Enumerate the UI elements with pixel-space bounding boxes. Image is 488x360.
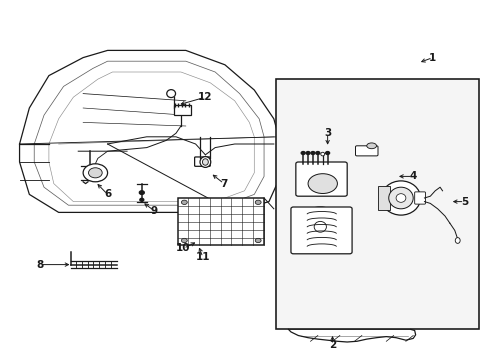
Ellipse shape — [388, 187, 412, 209]
FancyBboxPatch shape — [178, 198, 264, 245]
Ellipse shape — [313, 221, 326, 232]
Text: 5: 5 — [460, 197, 467, 207]
Text: 12: 12 — [198, 92, 212, 102]
FancyBboxPatch shape — [276, 79, 478, 329]
Circle shape — [310, 152, 314, 154]
FancyBboxPatch shape — [414, 192, 425, 204]
Text: 10: 10 — [176, 243, 190, 253]
Text: 11: 11 — [195, 252, 210, 262]
Circle shape — [181, 200, 187, 204]
Ellipse shape — [307, 174, 337, 194]
Circle shape — [305, 152, 309, 154]
Text: 9: 9 — [150, 206, 157, 216]
Ellipse shape — [395, 194, 405, 202]
Ellipse shape — [381, 181, 420, 215]
Circle shape — [140, 198, 143, 201]
Circle shape — [255, 238, 261, 243]
Circle shape — [325, 152, 329, 154]
FancyBboxPatch shape — [355, 146, 377, 156]
FancyBboxPatch shape — [377, 186, 389, 210]
Circle shape — [315, 152, 319, 154]
FancyBboxPatch shape — [295, 162, 346, 196]
Circle shape — [301, 152, 305, 154]
Text: 1: 1 — [428, 53, 435, 63]
Text: 8: 8 — [37, 260, 43, 270]
Ellipse shape — [454, 238, 459, 243]
Circle shape — [255, 200, 261, 204]
FancyBboxPatch shape — [194, 157, 210, 166]
FancyBboxPatch shape — [290, 207, 351, 254]
Ellipse shape — [320, 152, 324, 156]
Circle shape — [139, 191, 144, 194]
Text: 7: 7 — [220, 179, 227, 189]
Polygon shape — [20, 50, 278, 212]
Circle shape — [181, 238, 187, 243]
Circle shape — [83, 164, 107, 182]
Ellipse shape — [200, 157, 210, 167]
Ellipse shape — [202, 159, 208, 165]
Text: 4: 4 — [408, 171, 416, 181]
FancyBboxPatch shape — [173, 105, 190, 115]
Ellipse shape — [296, 207, 343, 247]
Text: 6: 6 — [104, 189, 111, 199]
Circle shape — [88, 168, 102, 178]
Text: 3: 3 — [324, 128, 330, 138]
Ellipse shape — [166, 90, 175, 98]
Text: 2: 2 — [328, 340, 335, 350]
Ellipse shape — [366, 143, 376, 149]
Ellipse shape — [304, 213, 336, 240]
